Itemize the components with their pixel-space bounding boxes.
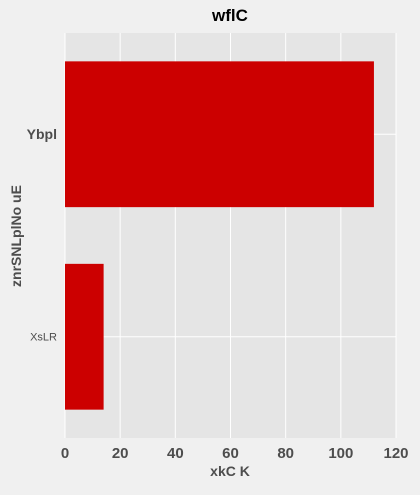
- y-tick-label: XsLR: [30, 332, 57, 344]
- bars: [65, 61, 374, 410]
- y-axis-ticks: Ybpl XsLR: [27, 126, 57, 343]
- x-tick-label: 80: [277, 445, 294, 462]
- x-tick-label: 60: [222, 445, 239, 462]
- x-tick-label: 100: [328, 445, 353, 462]
- x-axis-ticks: 0 20 40 60 80 100 120: [61, 445, 409, 462]
- x-tick-label: 0: [61, 445, 69, 462]
- x-tick-label: 120: [383, 445, 408, 462]
- bar: [65, 263, 104, 410]
- x-tick-label: 40: [167, 445, 184, 462]
- bar: [65, 61, 374, 208]
- y-tick-label: Ybpl: [27, 126, 57, 142]
- x-tick-label: 20: [112, 445, 129, 462]
- x-axis-label: xkC K: [210, 463, 250, 479]
- chart-title: wflC: [211, 6, 248, 25]
- y-axis-label: znrSNLplNo uE: [8, 185, 24, 287]
